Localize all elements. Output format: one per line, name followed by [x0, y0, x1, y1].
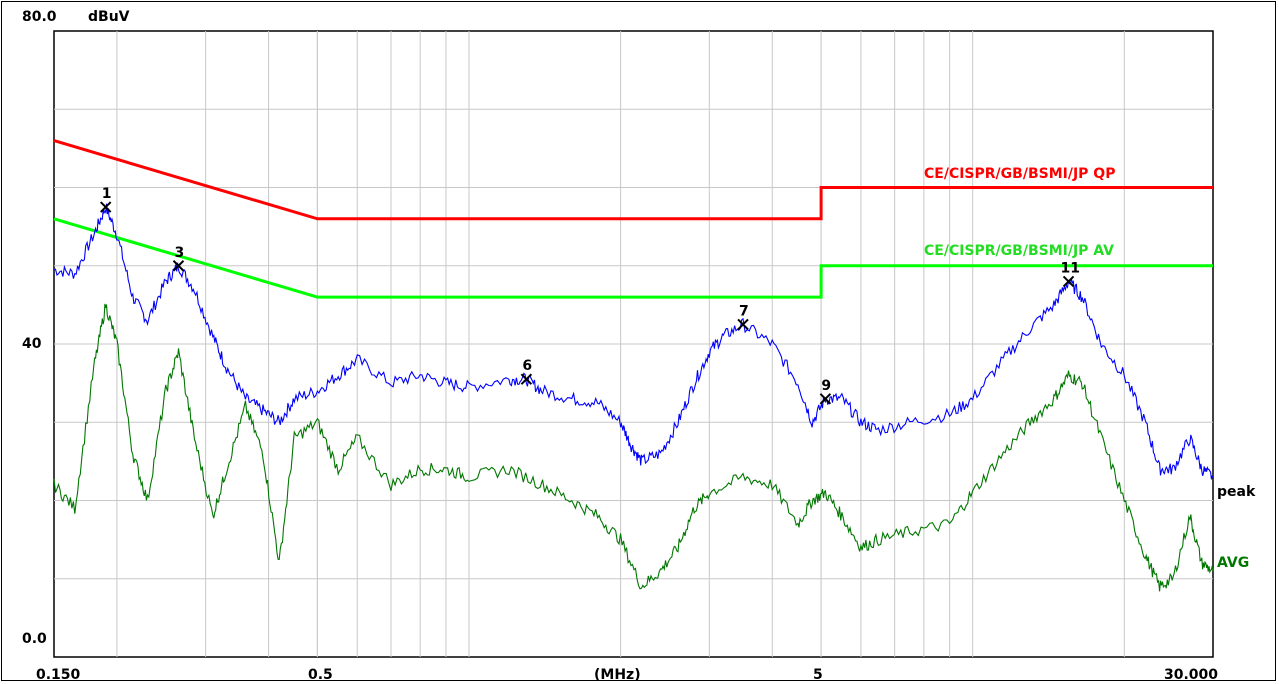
x-tick-1: 0.5 — [308, 667, 333, 683]
grid-lines — [53, 30, 1214, 658]
y-tick-top: 80.0 — [22, 9, 57, 25]
marker-cross — [1062, 275, 1075, 288]
x-tick-0: 0.150 — [36, 667, 81, 683]
trace-lines — [53, 203, 1214, 592]
limit-qp-label: CE/CISPR/GB/BSMI/JP QP — [924, 166, 1115, 182]
marker-cross — [819, 393, 832, 405]
series-peak-label: peak — [1217, 484, 1256, 500]
peak-trace — [53, 203, 1214, 480]
marker-label: 1 — [102, 186, 112, 202]
limit-lines — [53, 139, 1213, 299]
limit-qp-line — [53, 139, 1213, 221]
chart-text: 80.0 dBuV 40 0.0 0.150 0.5 (MHz) 5 30.00… — [22, 9, 1256, 683]
marker-label: 3 — [174, 245, 184, 261]
marker-label: 9 — [821, 378, 831, 394]
y-tick-bottom: 0.0 — [22, 631, 47, 647]
marker-label: 7 — [739, 303, 749, 319]
marker-label: 11 — [1061, 260, 1080, 276]
marker-cross — [737, 318, 749, 331]
series-avg-label: AVG — [1217, 555, 1249, 571]
marker-cross — [172, 260, 185, 272]
marker-cross — [100, 201, 112, 213]
limit-av-line — [53, 217, 1213, 299]
x-axis-label: (MHz) — [594, 667, 641, 683]
limit-av-label: CE/CISPR/GB/BSMI/JP AV — [924, 243, 1114, 259]
y-tick-mid: 40 — [22, 336, 42, 352]
marker-cross — [520, 373, 533, 385]
peak-markers: 1 3 6 7 9 11 — [100, 186, 1080, 405]
avg-trace — [53, 303, 1214, 592]
y-axis-label: dBuV — [88, 9, 130, 25]
marker-label: 6 — [522, 358, 532, 374]
x-tick-4: 30.000 — [1164, 667, 1218, 683]
x-tick-3: 5 — [813, 667, 823, 683]
